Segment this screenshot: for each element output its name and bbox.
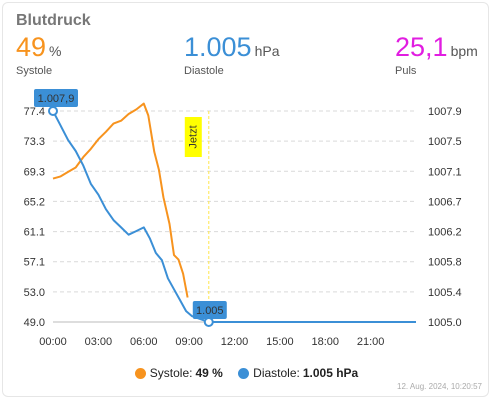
- y-left-tick-label: 77.4: [24, 106, 45, 118]
- diastole-stat[interactable]: 1.005 hPa Diastole: [184, 31, 280, 77]
- y-left-tick-label: 61.1: [24, 227, 45, 239]
- series-line-systole[interactable]: [52, 102, 189, 298]
- puls-label: Puls: [395, 65, 417, 77]
- y-left-tick-label: 57.1: [24, 257, 45, 269]
- x-tick-label: 15:00: [266, 336, 294, 348]
- x-tick-label: 21:00: [357, 336, 385, 348]
- x-tick-label: 00:00: [39, 336, 67, 348]
- legend-diastole-dot: [238, 367, 250, 379]
- legend-diastole-value: 1.005 hPa: [302, 366, 359, 380]
- callout-point[interactable]: [203, 317, 214, 327]
- x-tick-label: 06:00: [130, 336, 158, 348]
- y-right-tick-label: 1005.0: [428, 317, 462, 329]
- chart-legend: Systole: 49 % Diastole: 1.005 hPa: [3, 366, 490, 382]
- card-title: Blutdruck: [16, 12, 91, 29]
- y-left-tick-label: 53.0: [24, 287, 45, 299]
- x-tick-label: 09:00: [175, 336, 203, 348]
- y-left-tick-label: 69.3: [24, 166, 45, 178]
- puls-unit: bpm: [450, 43, 478, 59]
- diastole-unit: hPa: [254, 43, 280, 59]
- x-tick-label: 12:00: [221, 336, 249, 348]
- y-left-tick-label: 49.0: [24, 317, 45, 329]
- systole-stat[interactable]: 49% Systole: [16, 31, 62, 77]
- x-tick-label: 18:00: [311, 336, 339, 348]
- legend-systole-value: 49 %: [195, 366, 223, 380]
- callout-text: 1.005: [196, 305, 224, 317]
- blutdruck-card: Blutdruck 49% Systole 1.005 hPa Diastole …: [2, 2, 489, 397]
- now-marker-label: Jetzt: [187, 125, 199, 148]
- y-right-tick-label: 1007.1: [428, 166, 462, 178]
- y-right-tick-label: 1005.4: [428, 287, 462, 299]
- blood-pressure-chart[interactable]: 77.4 73.3 69.3 65.2 61.1 57.1 53.0 49.0 1007.9 10…: [3, 3, 490, 363]
- callout-box: [192, 301, 227, 319]
- diastole-value: 1.005: [184, 32, 252, 62]
- legend-diastole-label: Diastole:: [253, 366, 300, 380]
- x-tick-label: 03:00: [85, 336, 113, 348]
- y-right-tick-label: 1007.9: [428, 106, 462, 118]
- legend-systole-dot: [134, 367, 146, 379]
- callout-point[interactable]: [48, 106, 58, 116]
- y-right-tick-label: 1007.5: [428, 136, 462, 148]
- series-line-diastole[interactable]: [52, 110, 416, 323]
- systole-unit: %: [49, 43, 62, 59]
- legend-systole[interactable]: Systole: 49 %: [134, 366, 223, 380]
- y-right-tick-label: 1005.8: [428, 257, 462, 269]
- y-left-tick-label: 73.3: [24, 136, 45, 148]
- last-updated-timestamp: 12. Aug. 2024, 10:20:57: [397, 382, 482, 391]
- puls-stat[interactable]: 25,1 bpm Puls: [395, 31, 478, 77]
- legend-systole-label: Systole:: [149, 366, 193, 380]
- legend-diastole[interactable]: Diastole: 1.005 hPa: [238, 366, 358, 380]
- puls-value: 25,1: [395, 32, 448, 62]
- diastole-label: Diastole: [184, 65, 224, 77]
- now-marker-badge: [184, 117, 202, 157]
- systole-label: Systole: [16, 65, 53, 77]
- y-right-tick-label: 1006.7: [428, 196, 462, 208]
- systole-value: 49: [16, 32, 47, 62]
- callout-box: [34, 89, 78, 107]
- y-right-tick-label: 1006.2: [428, 227, 462, 239]
- callout-text: 1.007,9: [38, 93, 75, 105]
- y-left-tick-label: 65.2: [24, 196, 45, 208]
